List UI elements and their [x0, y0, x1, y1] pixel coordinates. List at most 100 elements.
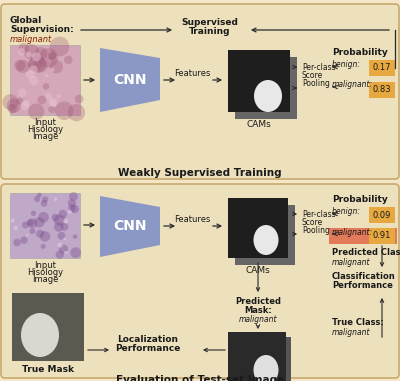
- Text: Pooling: Pooling: [302, 79, 330, 88]
- Text: Score: Score: [302, 71, 323, 80]
- Circle shape: [42, 196, 48, 202]
- Circle shape: [18, 48, 25, 56]
- FancyBboxPatch shape: [228, 50, 290, 112]
- Circle shape: [58, 210, 67, 218]
- Polygon shape: [100, 48, 160, 112]
- Text: Probability: Probability: [332, 195, 388, 204]
- Circle shape: [16, 98, 23, 105]
- Text: Performance: Performance: [115, 344, 181, 353]
- Circle shape: [63, 237, 66, 240]
- Text: Predicted: Predicted: [235, 297, 281, 306]
- Circle shape: [34, 217, 44, 227]
- Text: Input: Input: [34, 261, 56, 270]
- Text: Performance: Performance: [332, 281, 393, 290]
- Text: Image: Image: [32, 275, 58, 284]
- Circle shape: [36, 230, 44, 238]
- Text: Mask:: Mask:: [244, 306, 272, 315]
- Text: Predicted Class:: Predicted Class:: [332, 248, 400, 257]
- Circle shape: [55, 101, 74, 120]
- Circle shape: [54, 215, 65, 226]
- Circle shape: [28, 58, 42, 72]
- Circle shape: [48, 106, 56, 113]
- Text: 0.17: 0.17: [373, 64, 391, 72]
- Circle shape: [32, 52, 41, 62]
- FancyBboxPatch shape: [10, 193, 80, 258]
- FancyBboxPatch shape: [369, 82, 395, 98]
- Circle shape: [20, 237, 28, 244]
- Circle shape: [64, 219, 68, 223]
- Circle shape: [48, 52, 56, 60]
- Circle shape: [49, 53, 56, 61]
- Circle shape: [64, 56, 72, 64]
- Text: CAMs: CAMs: [246, 266, 270, 275]
- Circle shape: [38, 96, 46, 104]
- Circle shape: [16, 59, 30, 73]
- Circle shape: [8, 104, 17, 114]
- Circle shape: [37, 193, 42, 197]
- Text: CAMs: CAMs: [247, 120, 271, 129]
- FancyBboxPatch shape: [10, 45, 80, 115]
- Circle shape: [56, 250, 64, 259]
- Text: 0.09: 0.09: [373, 210, 391, 219]
- Text: malignant:: malignant:: [332, 80, 373, 89]
- Circle shape: [41, 244, 46, 249]
- Text: Global: Global: [10, 16, 42, 25]
- Text: CNN: CNN: [113, 73, 147, 87]
- Circle shape: [18, 43, 29, 53]
- Text: benign:: benign:: [332, 207, 361, 216]
- Circle shape: [68, 210, 72, 214]
- Text: Input: Input: [34, 118, 56, 127]
- FancyBboxPatch shape: [235, 205, 295, 265]
- Text: malignant: malignant: [332, 258, 370, 267]
- Text: Weakly Supervised Training: Weakly Supervised Training: [118, 168, 282, 178]
- Circle shape: [56, 94, 61, 99]
- Circle shape: [73, 234, 77, 239]
- Circle shape: [52, 214, 59, 221]
- Circle shape: [14, 226, 18, 230]
- Text: Per-class: Per-class: [302, 63, 336, 72]
- Text: Supervision:: Supervision:: [10, 25, 74, 34]
- Circle shape: [28, 103, 44, 120]
- Circle shape: [54, 197, 57, 201]
- FancyBboxPatch shape: [228, 198, 288, 258]
- Circle shape: [50, 60, 63, 74]
- Circle shape: [20, 101, 29, 110]
- Circle shape: [50, 68, 54, 72]
- Circle shape: [70, 205, 79, 213]
- Ellipse shape: [254, 225, 278, 255]
- Circle shape: [75, 94, 84, 104]
- Circle shape: [28, 55, 46, 73]
- FancyBboxPatch shape: [235, 57, 297, 119]
- Text: Supervised: Supervised: [182, 18, 238, 27]
- Circle shape: [24, 44, 39, 60]
- Circle shape: [50, 37, 69, 56]
- Text: CNN: CNN: [113, 219, 147, 233]
- Circle shape: [10, 219, 14, 223]
- Circle shape: [59, 245, 68, 254]
- FancyBboxPatch shape: [369, 60, 395, 76]
- Text: Features: Features: [174, 215, 210, 224]
- Text: malignant: malignant: [332, 328, 370, 337]
- Text: malignant: malignant: [239, 315, 277, 324]
- Text: Features: Features: [174, 69, 210, 78]
- Polygon shape: [100, 196, 160, 257]
- Text: 0.91: 0.91: [373, 232, 391, 240]
- FancyBboxPatch shape: [228, 332, 286, 381]
- Text: Image: Image: [32, 132, 58, 141]
- Circle shape: [22, 100, 30, 107]
- Circle shape: [68, 104, 85, 121]
- Circle shape: [48, 98, 58, 107]
- Circle shape: [27, 219, 34, 226]
- Circle shape: [70, 247, 81, 258]
- Text: malignant:: malignant:: [332, 228, 373, 237]
- Circle shape: [38, 212, 49, 223]
- Text: Score: Score: [302, 218, 323, 227]
- FancyBboxPatch shape: [329, 228, 397, 244]
- Circle shape: [68, 204, 76, 212]
- Text: Probability: Probability: [332, 48, 388, 57]
- Ellipse shape: [254, 355, 278, 381]
- Text: Per-class: Per-class: [302, 210, 336, 219]
- Circle shape: [34, 47, 47, 60]
- Circle shape: [26, 234, 28, 237]
- Circle shape: [58, 243, 62, 248]
